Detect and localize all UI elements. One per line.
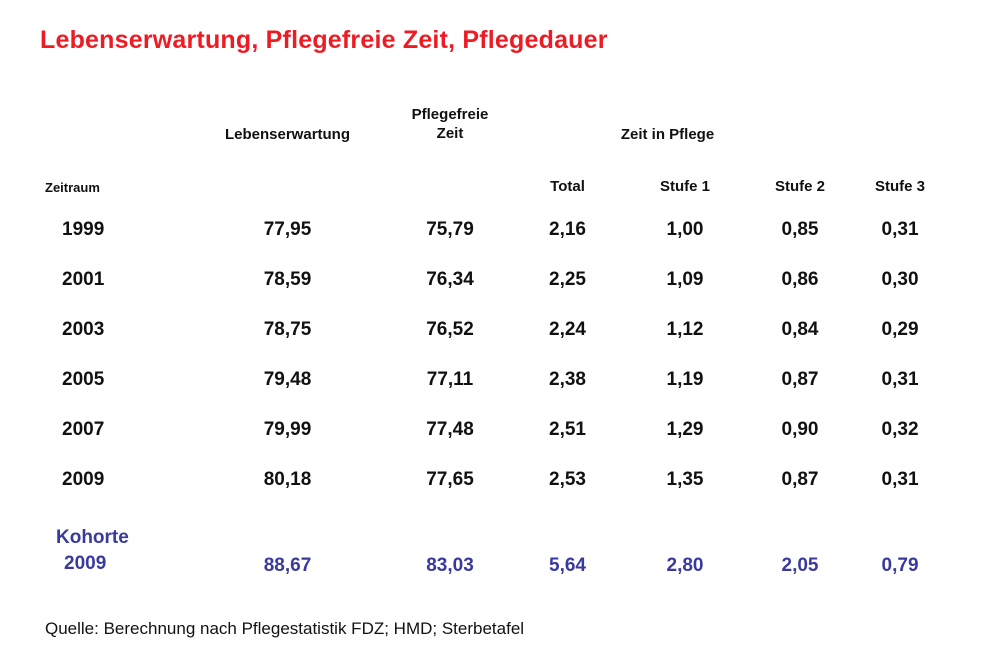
table-row: 2003 78,75 76,52 2,24 1,12 0,84 0,29	[40, 305, 950, 355]
cell-total: 2,51	[549, 419, 586, 440]
col-header-pflegefreie-zeit: Pflegefreie Zeit	[385, 81, 515, 149]
cell-lebenserwartung: 79,99	[263, 419, 312, 440]
row-label: 2003	[62, 319, 105, 340]
group-header-row: Lebenserwartung Pflegefreie Zeit Zeit in…	[40, 81, 950, 149]
cell-stufe3: 0,31	[881, 219, 919, 240]
col-header-stufe2: Stufe 2	[774, 178, 825, 195]
cell-total: 5,64	[549, 555, 586, 576]
cell-stufe3: 0,29	[881, 319, 919, 340]
cell-pflegefreie-zeit: 76,52	[426, 319, 474, 340]
cell-lebenserwartung: 79,48	[263, 369, 312, 390]
cell-stufe2: 0,87	[781, 469, 819, 490]
cell-total: 2,24	[549, 319, 586, 340]
cell-pflegefreie-zeit: 83,03	[426, 555, 474, 576]
table-row: 2009 80,18 77,65 2,53 1,35 0,87 0,31	[40, 455, 950, 505]
cell-pflegefreie-zeit: 77,11	[426, 369, 474, 390]
table-row: 1999 77,95 75,79 2,16 1,00 0,85 0,31	[40, 205, 950, 255]
cell-total: 2,16	[549, 219, 586, 240]
cell-pflegefreie-zeit: 76,34	[426, 269, 474, 290]
cell-stufe1: 1,09	[666, 269, 704, 290]
cell-stufe1: 2,80	[666, 555, 704, 576]
cell-stufe1: 1,00	[666, 219, 704, 240]
cohort-row: Kohorte 2009 88,67 83,03 5,64 2,80 2,05 …	[40, 505, 950, 585]
cell-stufe1: 1,19	[666, 369, 704, 390]
cell-stufe2: 0,84	[781, 319, 819, 340]
cell-lebenserwartung: 88,67	[263, 555, 312, 576]
cell-pflegefreie-zeit: 75,79	[426, 219, 474, 240]
cell-lebenserwartung: 78,75	[263, 319, 312, 340]
cell-stufe1: 1,29	[666, 419, 704, 440]
cell-pflegefreie-zeit: 77,48	[426, 419, 474, 440]
col-header-lebenserwartung: Lebenserwartung	[224, 126, 351, 143]
col-header-zeitraum: Zeitraum	[45, 180, 100, 195]
cell-pflegefreie-zeit: 77,65	[426, 469, 474, 490]
col-header-total: Total	[550, 178, 585, 195]
col-header-stufe1: Stufe 1	[659, 178, 710, 195]
group-header-spacer	[40, 81, 190, 149]
cell-stufe3: 0,32	[881, 419, 919, 440]
cohort-label-line2: 2009	[64, 553, 107, 574]
cell-lebenserwartung: 78,59	[263, 269, 312, 290]
cell-stufe2: 0,90	[781, 419, 819, 440]
row-label: 1999	[62, 219, 105, 240]
table-row: 2007 79,99 77,48 2,51 1,29 0,90 0,32	[40, 405, 950, 455]
cell-stufe3: 0,79	[881, 555, 919, 576]
cell-stufe2: 0,85	[781, 219, 819, 240]
cell-total: 2,38	[549, 369, 586, 390]
cell-lebenserwartung: 77,95	[263, 219, 312, 240]
col-header-zeit-in-pflege: Zeit in Pflege	[620, 126, 715, 143]
cell-stufe2: 2,05	[781, 555, 819, 576]
cell-stufe2: 0,86	[781, 269, 819, 290]
page-title: Lebenserwartung, Pflegefreie Zeit, Pfleg…	[40, 26, 608, 54]
table-row: 2005 79,48 77,11 2,38 1,19 0,87 0,31	[40, 355, 950, 405]
row-label: 2005	[62, 369, 105, 390]
table-row: 2001 78,59 76,34 2,25 1,09 0,86 0,30	[40, 255, 950, 305]
cell-stufe2: 0,87	[781, 369, 819, 390]
row-label: 2001	[62, 269, 105, 290]
cell-total: 2,53	[549, 469, 586, 490]
source-note: Quelle: Berechnung nach Pflegestatistik …	[45, 619, 525, 638]
sub-header-spacer	[385, 149, 515, 205]
col-header-pflegefreie-zeit-label: Pflegefreie Zeit	[411, 106, 489, 142]
row-label: 2009	[62, 469, 105, 490]
cell-stufe3: 0,30	[881, 269, 919, 290]
data-table: Lebenserwartung Pflegefreie Zeit Zeit in…	[40, 81, 950, 585]
cell-total: 2,25	[549, 269, 586, 290]
cohort-label-line1: Kohorte	[56, 527, 129, 548]
cell-stufe1: 1,12	[666, 319, 704, 340]
col-header-stufe3: Stufe 3	[875, 178, 926, 195]
sub-header-spacer	[190, 149, 385, 205]
cell-stufe1: 1,35	[666, 469, 704, 490]
cell-stufe3: 0,31	[881, 469, 919, 490]
sub-header-row: Zeitraum Total Stufe 1 Stufe 2 Stufe 3	[40, 149, 950, 205]
cell-stufe3: 0,31	[881, 369, 919, 390]
cell-lebenserwartung: 80,18	[263, 469, 312, 490]
cohort-row-label: Kohorte 2009	[40, 505, 190, 585]
row-label: 2007	[62, 419, 105, 440]
